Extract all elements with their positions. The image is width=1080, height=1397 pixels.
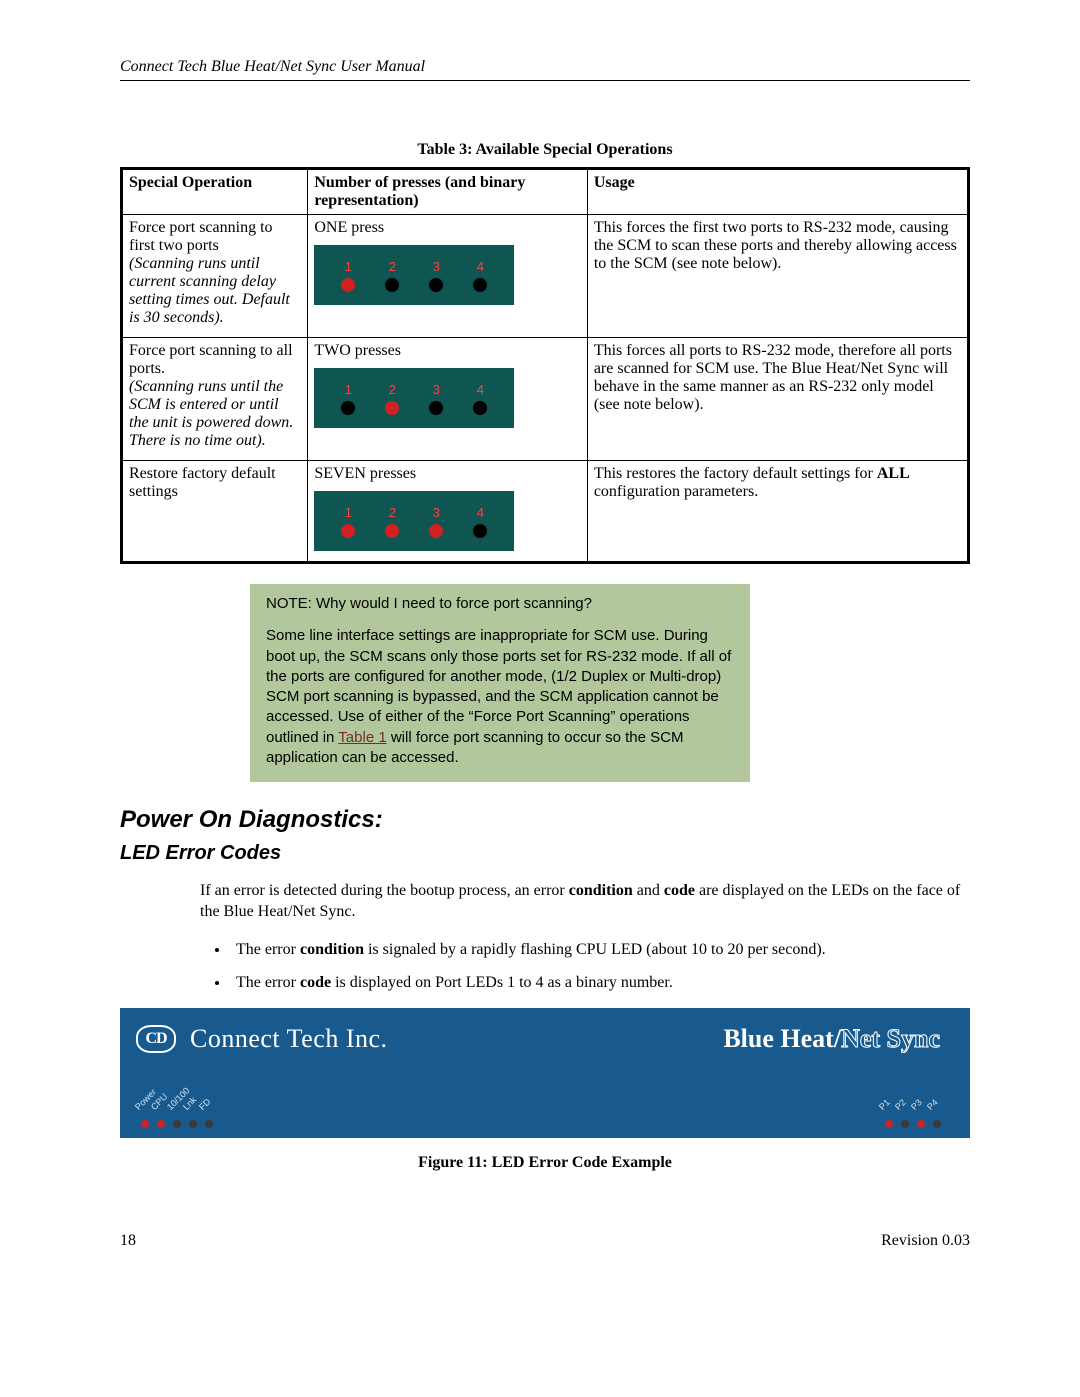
- revision-label: Revision 0.03: [881, 1232, 970, 1250]
- led-indicator-box: 1 2 3 4: [314, 368, 514, 428]
- device-led: FD: [204, 1102, 214, 1128]
- table-caption: Table 3: Available Special Operations: [120, 141, 970, 159]
- special-operations-table: Special Operation Number of presses (and…: [120, 167, 970, 564]
- op-note: (Scanning runs until the SCM is entered …: [129, 378, 301, 450]
- col-usage: Usage: [587, 169, 968, 215]
- section-heading: Power On Diagnostics:: [120, 806, 970, 834]
- cell-usage: This restores the factory default settin…: [587, 461, 968, 563]
- op-note: (Scanning runs until current scanning de…: [129, 255, 301, 327]
- presses-label: SEVEN presses: [314, 465, 416, 482]
- intro-paragraph: If an error is detected during the bootu…: [200, 881, 970, 923]
- port-leds-right: P1P2P3P4: [884, 1102, 942, 1128]
- cell-usage: This forces all ports to RS-232 mode, th…: [587, 338, 968, 461]
- status-leds-left: Power CPU 10/100 Lnk FD: [140, 1102, 214, 1128]
- led-2: [385, 524, 399, 538]
- op-title: Restore factory default settings: [129, 465, 301, 501]
- note-body: Some line interface settings are inappro…: [266, 627, 731, 766]
- table-1-link[interactable]: Table 1: [338, 729, 386, 746]
- cell-operation: Force port scanning to first two ports (…: [122, 215, 308, 338]
- bullet-list: The error condition is signaled by a rap…: [230, 939, 970, 994]
- table-row: Force port scanning to all ports. (Scann…: [122, 338, 969, 461]
- running-header: Connect Tech Blue Heat/Net Sync User Man…: [120, 58, 970, 81]
- led-4: [473, 524, 487, 538]
- table-row: Force port scanning to first two ports (…: [122, 215, 969, 338]
- presses-label: ONE press: [314, 219, 384, 236]
- cell-operation: Force port scanning to all ports. (Scann…: [122, 338, 308, 461]
- led-indicator-box: 1 2 3 4: [314, 491, 514, 551]
- led-1: [341, 278, 355, 292]
- led-1: [341, 401, 355, 415]
- figure-caption: Figure 11: LED Error Code Example: [120, 1154, 970, 1172]
- logo-text: Connect Tech Inc.: [190, 1024, 388, 1054]
- col-special-op: Special Operation: [122, 169, 308, 215]
- led-4: [473, 401, 487, 415]
- led-3: [429, 524, 443, 538]
- logo-badge-icon: CD: [136, 1025, 176, 1053]
- page-footer: 18 Revision 0.03: [120, 1232, 970, 1250]
- led-2: [385, 278, 399, 292]
- table-row: Restore factory default settings SEVEN p…: [122, 461, 969, 563]
- cell-presses: TWO presses 1 2 3 4: [308, 338, 588, 461]
- led-3: [429, 278, 443, 292]
- cell-presses: SEVEN presses 1 2 3 4: [308, 461, 588, 563]
- led-1: [341, 524, 355, 538]
- cell-presses: ONE press 1 2 3 4: [308, 215, 588, 338]
- device-front-panel: CD Connect Tech Inc. Blue Heat/Net Sync …: [120, 1008, 970, 1138]
- cell-operation: Restore factory default settings: [122, 461, 308, 563]
- led-indicator-box: 1 2 3 4: [314, 245, 514, 305]
- subsection-heading: LED Error Codes: [120, 842, 970, 865]
- bullet-item: The error condition is signaled by a rap…: [230, 939, 970, 961]
- company-logo: CD Connect Tech Inc.: [136, 1024, 388, 1054]
- led-2: [385, 401, 399, 415]
- cell-usage: This forces the first two ports to RS-23…: [587, 215, 968, 338]
- op-title: Force port scanning to all ports.: [129, 342, 301, 378]
- note-title: NOTE: Why would I need to force port sca…: [266, 594, 734, 614]
- table-header-row: Special Operation Number of presses (and…: [122, 169, 969, 215]
- device-led: CPU: [156, 1102, 166, 1128]
- col-presses: Number of presses (and binary representa…: [308, 169, 588, 215]
- device-led: Lnk: [188, 1102, 198, 1128]
- page-number: 18: [120, 1232, 136, 1250]
- device-led: P4: [932, 1102, 942, 1128]
- led-3: [429, 401, 443, 415]
- device-led: Power: [140, 1102, 150, 1128]
- device-led: P1: [884, 1102, 894, 1128]
- presses-label: TWO presses: [314, 342, 401, 359]
- device-led: P2: [900, 1102, 910, 1128]
- bullet-item: The error code is displayed on Port LEDs…: [230, 972, 970, 994]
- op-title: Force port scanning to first two ports: [129, 219, 301, 255]
- device-led: 10/100: [172, 1102, 182, 1128]
- product-brand: Blue Heat/Net Sync: [723, 1024, 940, 1054]
- led-4: [473, 278, 487, 292]
- note-box: NOTE: Why would I need to force port sca…: [250, 584, 750, 782]
- device-led: P3: [916, 1102, 926, 1128]
- document-page: Connect Tech Blue Heat/Net Sync User Man…: [0, 0, 1080, 1290]
